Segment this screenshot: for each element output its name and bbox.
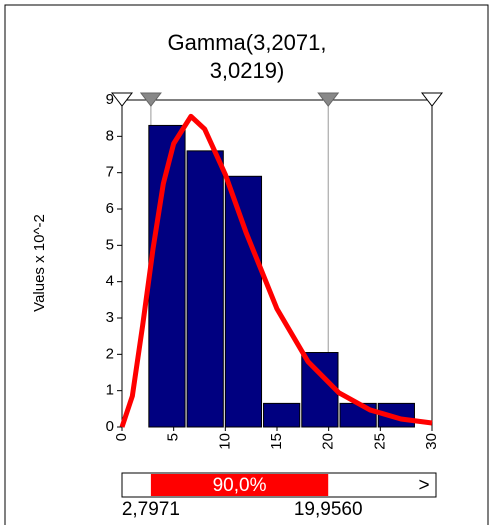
delimiter-label: 2,7971: [122, 499, 180, 520]
y-tick-label: 8: [106, 127, 114, 144]
x-tick-label: 15: [268, 433, 285, 450]
delimiter-marker: [317, 92, 340, 107]
y-tick-label: 2: [106, 345, 114, 362]
y-tick-label: 4: [106, 273, 114, 290]
y-tick-label: 5: [106, 236, 114, 253]
fit-curve: [119, 113, 433, 428]
bar: [263, 402, 301, 428]
delimiter-marker: [139, 92, 162, 107]
y-tick-label: 9: [106, 91, 114, 108]
y-tick-label: 1: [106, 382, 114, 399]
y-tick-label: 7: [106, 164, 114, 181]
interval-label: 90,0%: [213, 475, 267, 496]
x-tick-label: 25: [371, 433, 388, 450]
y-axis-label: Values x 10^-2: [31, 214, 48, 312]
x-tick-label: 10: [216, 433, 233, 450]
range-marker: [110, 92, 134, 107]
y-tick-label: 3: [106, 309, 114, 326]
bar: [224, 175, 263, 428]
x-tick-label: 20: [320, 433, 337, 450]
y-tick-label: 0: [106, 418, 114, 435]
frame: [4, 4, 489, 525]
chart-title: Gamma(3,2071,: [168, 30, 327, 55]
y-tick-label: 6: [106, 200, 114, 217]
interval-fill: [150, 474, 329, 496]
x-tick-label: 5: [165, 433, 182, 441]
chart-title: 3,0219): [210, 58, 285, 83]
x-tick-label: 0: [113, 433, 130, 441]
range-marker: [420, 92, 444, 107]
bar: [186, 150, 224, 428]
delimiter-label: 19,9560: [294, 499, 363, 520]
right-label: >: [418, 475, 429, 496]
x-tick-label: 30: [423, 433, 440, 450]
bar: [339, 402, 377, 428]
